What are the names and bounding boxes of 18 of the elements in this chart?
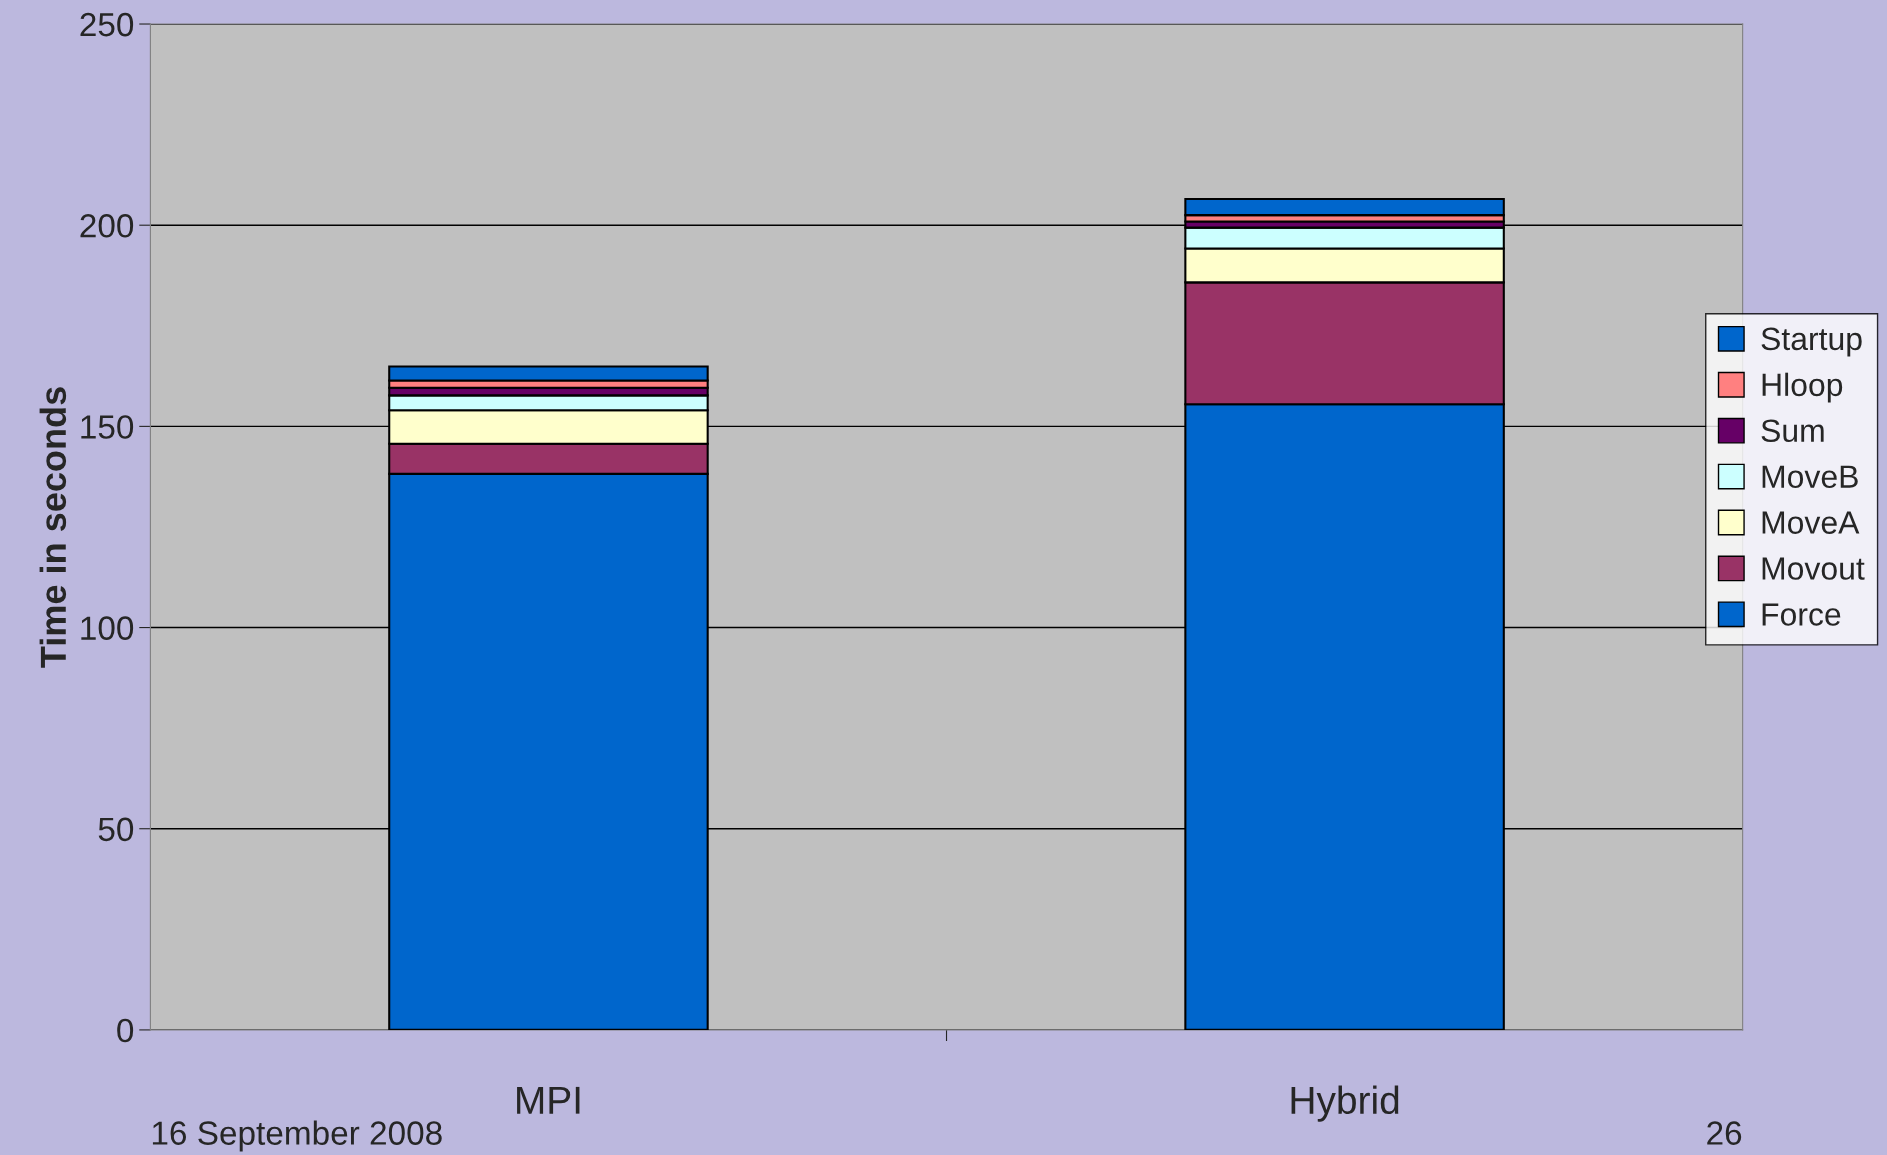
x-tick-label: MPI [517,1086,580,1114]
legend-label: Movout [1762,557,1865,580]
y-tick-label: 250 [80,12,134,37]
legend-label: MoveA [1762,511,1860,534]
x-tick-label: Hybrid [1291,1085,1399,1122]
legend-label: Startup [1761,327,1862,357]
y-tick-label: 200 [80,214,134,238]
legend-label: MoveB [1762,465,1858,488]
text: 26 [1707,1121,1742,1145]
text: 16 September 2008 [152,1120,442,1152]
y-tick-label: 150 [81,415,134,439]
y-tick-label: 0 [117,1018,134,1043]
legend-label: Force [1762,603,1841,626]
y-axis-title: Time in seconds [39,387,67,668]
legend-label: Hloop [1762,372,1843,403]
legend-label: Sum [1761,419,1824,443]
y-tick-label: 50 [98,817,134,842]
y-tick-label: 100 [81,616,134,640]
